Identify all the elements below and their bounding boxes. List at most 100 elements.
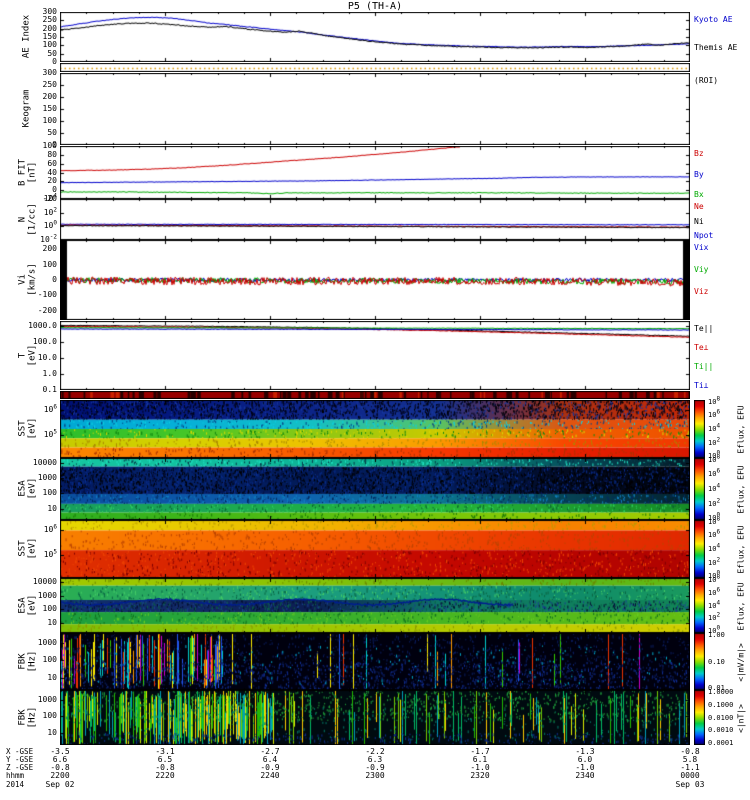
colorbar-esa_i bbox=[694, 458, 705, 520]
xaxis-value-1-2: 6.4 bbox=[262, 755, 278, 764]
ytick-ae-6: 0 bbox=[52, 57, 57, 66]
xaxis-value-0-2: -2.7 bbox=[260, 747, 280, 756]
colorbar-tick-fbk2-3: 0.0010 bbox=[708, 726, 734, 735]
ytick-ae-1: 250 bbox=[42, 15, 57, 25]
xaxis-value-2-2: -0.9 bbox=[260, 763, 280, 772]
ytick-esa_e-3: 10 bbox=[47, 618, 57, 628]
ytick-ae-5: 50 bbox=[47, 48, 57, 58]
xaxis-row-label-z-gse: Z -GSE bbox=[6, 763, 34, 772]
ytick-fbk1-0: 1000 bbox=[37, 638, 57, 648]
ytick-b-1: 80 bbox=[47, 149, 57, 159]
panel-v-canvas bbox=[60, 240, 690, 320]
ytick-b-5: 0 bbox=[52, 185, 57, 195]
ytick-sst_e-1: 105 bbox=[43, 548, 57, 559]
series-label-bz: Bz bbox=[694, 149, 704, 158]
xaxis-value-0-3: -2.2 bbox=[365, 747, 385, 756]
ytick-keo-3: 150 bbox=[42, 104, 57, 113]
colorbar-tick-sst_e-0: 108 bbox=[708, 515, 721, 526]
series-label-ti: Ti|| bbox=[694, 362, 714, 371]
panel-keo-canvas bbox=[60, 73, 690, 145]
ytick-fbk2-1: 100 bbox=[42, 711, 57, 721]
ytick-n-3: 10-2 bbox=[40, 233, 57, 244]
colorbar-tick-fbk1-1: 0.10 bbox=[708, 657, 725, 666]
colorbar-tick-sst_e-3: 102 bbox=[708, 556, 721, 567]
ytick-b-0: 100 bbox=[42, 141, 57, 150]
panel-n-canvas bbox=[60, 199, 690, 240]
xaxis-value-3-6: 0000 bbox=[680, 771, 700, 780]
ytick-sst_i-0: 106 bbox=[43, 403, 57, 415]
xaxis-row-label-x-gse: X -GSE bbox=[6, 747, 34, 756]
xaxis-value-3-0: 2200 bbox=[50, 771, 70, 780]
colorbar-fbk2 bbox=[694, 690, 705, 745]
xaxis-value-3-1: 2220 bbox=[155, 771, 175, 780]
xaxis-value-1-1: 6.5 bbox=[157, 755, 173, 764]
xaxis-row-label-y-gse: Y -GSE bbox=[6, 755, 34, 764]
ytick-t-0: 1000.0 bbox=[28, 320, 57, 330]
ytick-fbk2-0: 1000 bbox=[37, 694, 57, 704]
colorbar-esa_e bbox=[694, 578, 705, 633]
ytick-t-1: 100.0 bbox=[32, 336, 57, 346]
panel-esa_e-canvas bbox=[60, 578, 690, 633]
xaxis-value-2-5: -1.0 bbox=[575, 763, 595, 772]
ytick-esa_e-0: 10000 bbox=[32, 577, 57, 587]
ytick-n-1: 102 bbox=[43, 206, 57, 217]
colorbar-tick-esa_i-4: 100 bbox=[708, 511, 721, 523]
ytick-b-3: 40 bbox=[47, 167, 57, 177]
colorbar-caption-esa_i: Eflux, EFU bbox=[736, 465, 746, 514]
colorbar-tick-esa_e-0: 108 bbox=[708, 573, 721, 584]
xaxis-value-2-3: -0.9 bbox=[365, 763, 385, 772]
colorbar-tick-fbk2-1: 0.1000 bbox=[708, 700, 734, 709]
xaxis-value-2-0: -0.8 bbox=[50, 763, 70, 772]
series-label-ne: Ne bbox=[694, 202, 704, 211]
ytick-esa_i-0: 10000 bbox=[32, 457, 57, 467]
xaxis-value-1-6: 5.8 bbox=[682, 755, 698, 764]
ytick-v-0: 200 bbox=[42, 244, 57, 254]
xaxis-value-0-0: -3.5 bbox=[50, 747, 70, 756]
xaxis-value-2-6: -1.1 bbox=[680, 763, 700, 772]
colorbar-tick-esa_e-4: 100 bbox=[708, 625, 721, 636]
xaxis-value-1-3: 6.3 bbox=[367, 755, 383, 764]
panel-b-canvas bbox=[60, 146, 690, 199]
ytick-esa_i-1: 1000 bbox=[37, 472, 57, 482]
colorbar-tick-esa_e-1: 106 bbox=[708, 586, 721, 597]
panel-sst_e-canvas bbox=[60, 520, 690, 578]
panel-esa_i-canvas bbox=[60, 458, 690, 520]
panel-fbk1-canvas bbox=[60, 633, 690, 690]
ytick-b-2: 60 bbox=[47, 158, 57, 168]
colorbar-tick-esa_i-2: 104 bbox=[708, 482, 721, 493]
plot-title: P5 (TH-A) bbox=[347, 1, 403, 12]
ytick-v-2: 0 bbox=[52, 275, 57, 284]
xaxis-value-2-1: -0.8 bbox=[155, 763, 175, 772]
series-label-themis-ae: Themis AE bbox=[694, 43, 738, 52]
xaxis-value-0-6: -0.8 bbox=[680, 747, 700, 756]
colorbar-tick-sst_i-3: 102 bbox=[708, 436, 721, 447]
ytick-n-0: 104 bbox=[43, 192, 57, 203]
series-label-vix: Vix bbox=[694, 243, 709, 252]
series-label-te: Te|| bbox=[694, 324, 714, 333]
colorbar-tick-fbk2-4: 0.0001 bbox=[708, 739, 734, 748]
colorbar-tick-sst_e-1: 106 bbox=[708, 529, 721, 540]
ytick-esa_i-2: 100 bbox=[42, 488, 57, 498]
colorbar-tick-fbk2-2: 0.0100 bbox=[708, 713, 734, 722]
colorbar-sst_i bbox=[694, 400, 705, 458]
panel-ae-canvas bbox=[60, 12, 690, 62]
ytick-t-4: 0.1 bbox=[42, 385, 57, 394]
colorbar-tick-fbk1-0: 1.00 bbox=[708, 630, 725, 639]
ytick-keo-1: 250 bbox=[42, 80, 57, 89]
series-label-viy: Viy bbox=[694, 265, 709, 274]
xaxis-value-0-1: -3.1 bbox=[155, 747, 175, 756]
colorbar-sst_e bbox=[694, 520, 705, 578]
series-label-npot: Npot bbox=[694, 231, 714, 240]
colorbar-tick-fbk2-0: 1.0000 bbox=[708, 687, 734, 696]
colorbar-caption-sst_i: Eflux, EFU bbox=[736, 405, 746, 454]
xaxis-year: 2014 bbox=[6, 780, 25, 789]
xaxis-value-0-5: -1.3 bbox=[575, 747, 595, 756]
panel-t-canvas bbox=[60, 321, 690, 390]
series-label-roi: (ROI) bbox=[694, 76, 719, 85]
colorbar-fbk1 bbox=[694, 633, 705, 690]
colorbar-tick-esa_i-0: 108 bbox=[708, 453, 721, 464]
xaxis-value-2-4: -1.0 bbox=[470, 763, 490, 772]
xaxis-date-right: Sep 03 bbox=[675, 780, 705, 789]
ytick-fbk1-1: 100 bbox=[42, 655, 57, 665]
